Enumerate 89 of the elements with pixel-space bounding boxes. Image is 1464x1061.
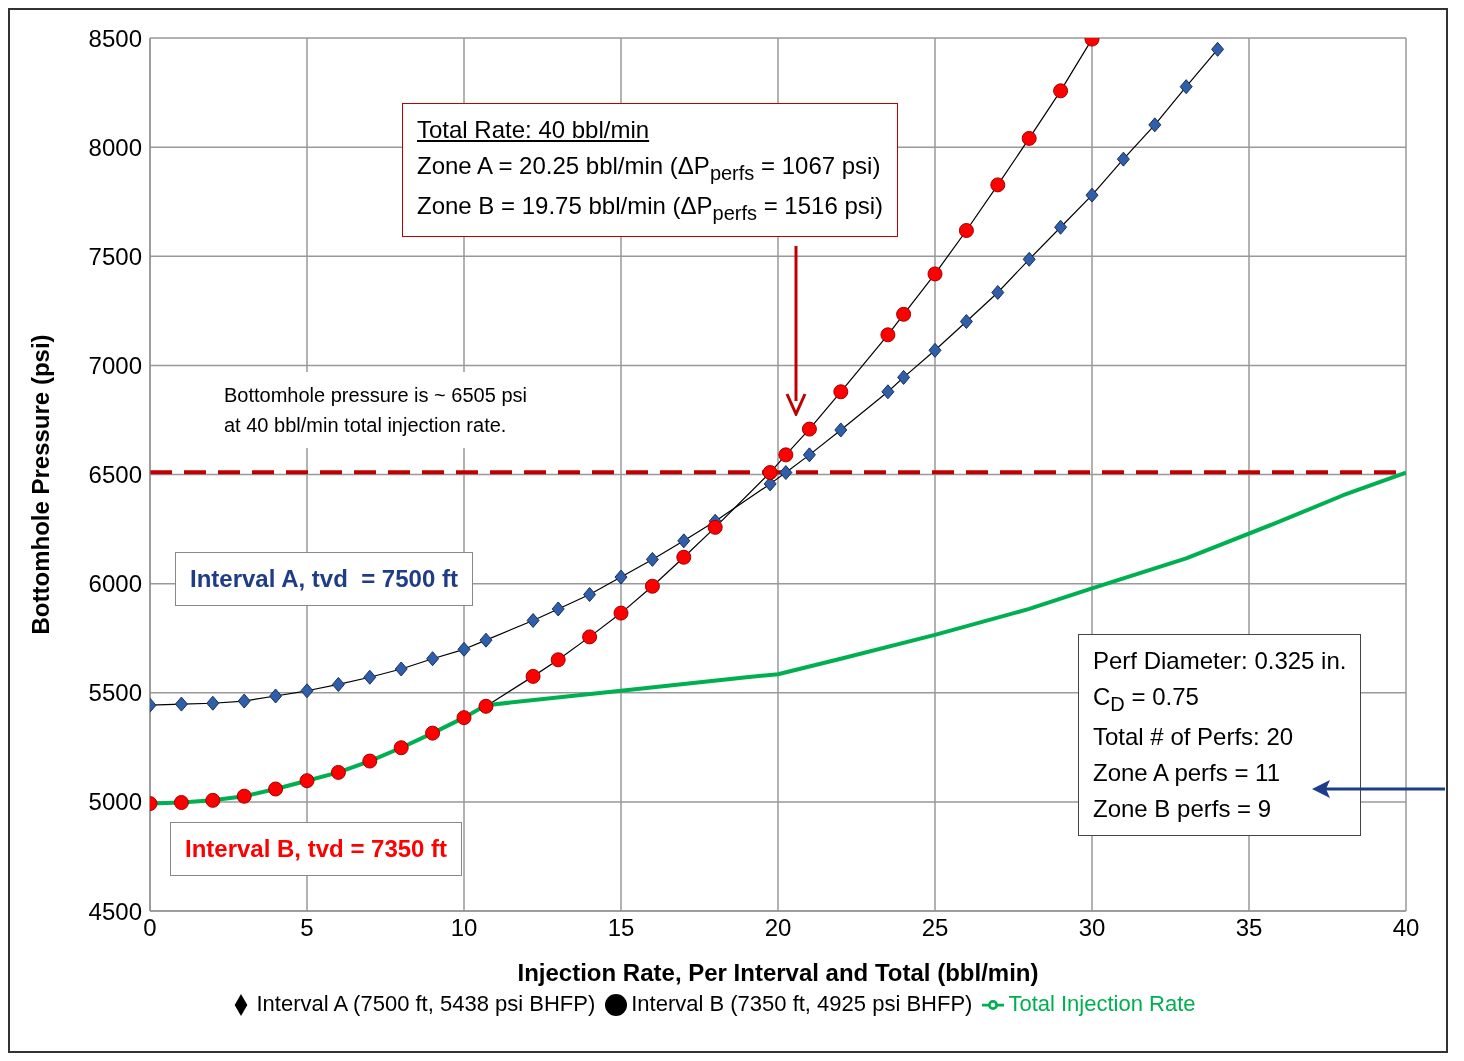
text: Total Rate: 40 bbl/min Zone A = 20.25 bbl/min (ΔP$_{perfs}$ = 1067 psi) Zone B = 19.75 bbl/min (ΔP$_{perfs}$ = 1516 psi) (417, 116, 884, 224)
point (1085, 187, 1099, 203)
point (990, 177, 1006, 193)
point (582, 629, 598, 645)
annotation: Interval B, tvd = 7350 ft (185, 834, 448, 864)
y-tick-label: 8500 (88, 24, 142, 52)
point (550, 652, 566, 668)
point (1211, 41, 1225, 57)
x-tick-label: 10 (450, 914, 478, 942)
point (478, 698, 494, 714)
point (991, 284, 1005, 300)
y-tick-label: 7000 (88, 351, 142, 379)
point (613, 605, 629, 621)
point (762, 465, 778, 481)
point (362, 753, 378, 769)
point (331, 676, 345, 692)
point (779, 465, 793, 481)
point (896, 306, 912, 322)
point (881, 384, 895, 400)
point (206, 695, 220, 711)
point (479, 632, 493, 648)
point (1179, 79, 1193, 95)
point (707, 519, 723, 535)
point (174, 696, 188, 712)
point (394, 661, 408, 677)
y-tick-label: 7500 (88, 242, 142, 270)
point (457, 641, 471, 657)
point (299, 773, 315, 789)
y-tick-label: 6500 (88, 461, 142, 489)
point (778, 447, 794, 463)
point (958, 223, 974, 238)
point (959, 314, 973, 330)
x-axis-title: Injection Rate, Per Interval and Total (bbl/min) (517, 959, 1039, 986)
point (268, 781, 284, 797)
x-tick-label: 40 (1392, 914, 1420, 942)
point (363, 669, 377, 685)
annotation: Interval A, tvd = 7500 ft (190, 564, 458, 594)
annotation: Bottomhole pressure is ~ 6505 psi at 40 bbl/min total injection rate. (224, 383, 527, 438)
point (525, 668, 541, 684)
point (425, 725, 441, 741)
point (676, 549, 692, 565)
point (880, 327, 896, 343)
point (551, 601, 565, 617)
point (802, 447, 816, 463)
legend-label: Interval A (7500 ft, 5438 psi BHFP) (256, 991, 596, 1016)
x-tick-label: 35 (1235, 914, 1263, 942)
point (834, 422, 848, 438)
point (173, 795, 189, 811)
point (897, 369, 911, 385)
x-tick-label: 25 (921, 914, 949, 942)
point (300, 683, 314, 699)
x-tick-label: 20 (764, 914, 792, 942)
y-tick-label: 8000 (88, 133, 142, 161)
y-tick-label: 5000 (88, 788, 142, 816)
point (330, 764, 346, 780)
point (1022, 251, 1036, 267)
point (1148, 117, 1162, 133)
x-tick-label: 0 (143, 914, 157, 942)
point (1116, 151, 1130, 167)
point (393, 740, 409, 756)
point (236, 788, 252, 804)
point (927, 266, 943, 282)
legend-label: Interval B (7350 ft, 4925 psi BHFP) (631, 991, 973, 1016)
x-tick-label: 15 (607, 914, 635, 942)
point (1054, 219, 1068, 235)
point (269, 688, 283, 704)
point (801, 421, 817, 437)
y-tick-label: 5500 (88, 679, 142, 707)
point (677, 533, 691, 549)
point (644, 578, 660, 594)
point (205, 792, 221, 808)
point (645, 551, 659, 567)
point (526, 613, 540, 629)
x-tick-label: 30 (1078, 914, 1106, 942)
point (426, 651, 440, 667)
y-axis-title: Bottomhole Pressure (psi) (26, 334, 54, 635)
point (456, 710, 472, 726)
point (1021, 130, 1037, 146)
point (928, 342, 942, 358)
y-tick-label: 6000 (88, 570, 142, 598)
point (833, 384, 849, 400)
y-tick-label: 4500 (88, 897, 142, 925)
x-tick-label: 5 (300, 914, 314, 942)
legend-label: Total Injection Rate (1008, 991, 1196, 1016)
point (583, 587, 597, 603)
point (1053, 83, 1069, 99)
point (237, 693, 251, 709)
annotation: Perf Diameter: 0.325 in. C$_{D}$ = 0.75 Total # of Perfs: 20 Zone A perfs = 11 Zone B perfs = 9 (1093, 646, 1347, 824)
point (614, 569, 628, 585)
